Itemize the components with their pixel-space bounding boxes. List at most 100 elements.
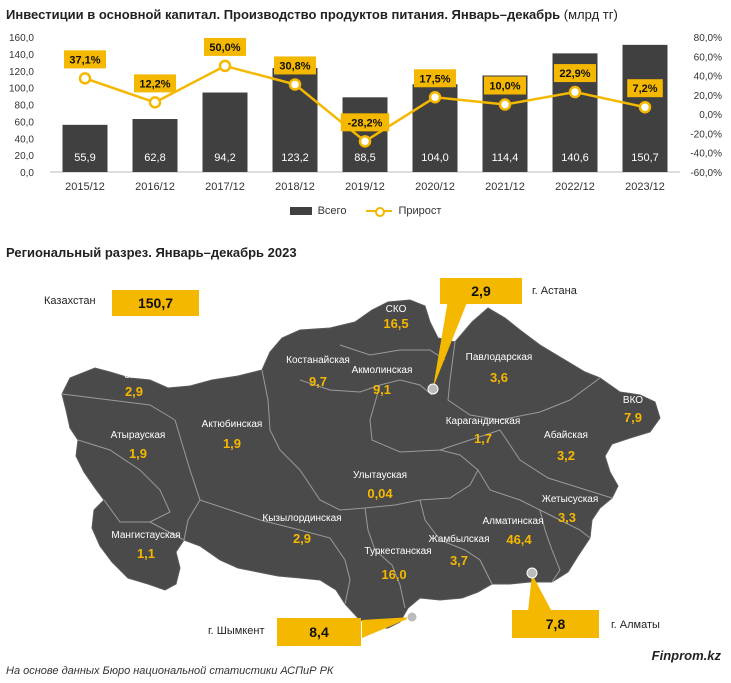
region-name-pavlodar: Павлодарская xyxy=(466,352,533,363)
region-name-mangystau: Мангистауская xyxy=(111,530,180,541)
line-point xyxy=(218,59,232,73)
bar-data-label: 94,2 xyxy=(214,152,235,164)
region-borders xyxy=(61,341,613,609)
shymkent-value-box: 8,4 xyxy=(277,618,361,646)
border-abai xyxy=(499,429,613,499)
line-label-box xyxy=(274,56,316,75)
region-value-karaganda: 1,7 xyxy=(474,431,492,446)
region-value-kostanay: 9,7 xyxy=(309,374,327,389)
line-point xyxy=(78,72,92,85)
line-point xyxy=(428,91,442,104)
region-name-zhetysu: Жетысуская xyxy=(542,494,599,505)
brand-logo: Finprom.kz xyxy=(651,648,721,663)
astana-pointer xyxy=(433,300,468,388)
legend-item-total: Всего xyxy=(289,205,346,217)
city-pointers xyxy=(362,300,552,638)
region-value-mangystau: 1,1 xyxy=(137,546,155,561)
bar-data-label: 114,4 xyxy=(492,152,519,164)
y-left-tick-label: 160,0 xyxy=(9,33,34,44)
region-value-zko: 2,9 xyxy=(125,384,143,399)
border-pavlodar xyxy=(447,341,501,421)
map-body xyxy=(61,299,661,629)
region-value-aktobe: 1,9 xyxy=(223,436,241,451)
bar xyxy=(62,124,108,172)
region-value-sko: 16,5 xyxy=(383,316,408,331)
line-point xyxy=(638,100,652,114)
bar-data-label: 123,2 xyxy=(281,152,309,164)
border-atyrau xyxy=(77,439,171,523)
region-name-kyzylorda: Кызылординская xyxy=(262,513,341,524)
bar-data-label: 140,6 xyxy=(561,152,589,164)
chart-legend: Всего Прирост xyxy=(0,205,731,217)
border-zhambyl xyxy=(419,499,493,585)
region-name-karaganda: Карагандинская xyxy=(446,416,521,427)
astana-label: г. Астана xyxy=(532,285,577,297)
line-point xyxy=(498,98,512,111)
y-right-tick-label: 60,0% xyxy=(694,52,722,63)
line-point xyxy=(148,96,162,109)
y-right-tick-label: 40,0% xyxy=(694,72,722,83)
line-label-box xyxy=(554,64,596,83)
shymkent-pointer xyxy=(362,617,412,638)
x-tick-label: 2020/12 xyxy=(415,181,455,193)
astana-marker xyxy=(427,383,439,395)
region-value-turkestan: 16,0 xyxy=(381,567,406,582)
line-data-label: -28,2% xyxy=(348,117,383,129)
line-data-label: 12,2% xyxy=(139,78,170,90)
line-label-box xyxy=(484,76,526,95)
legend-swatch-bar xyxy=(289,207,312,215)
border-zko xyxy=(61,393,176,421)
line-label-box xyxy=(64,50,106,69)
region-name-zhambyl: Жамбылская xyxy=(429,533,490,545)
region-value-akmola: 9,1 xyxy=(373,382,391,397)
y-left-tick-label: 40,0 xyxy=(15,134,35,145)
line-label-box xyxy=(340,113,390,132)
y-left-tick-label: 20,0 xyxy=(15,151,35,162)
y-right-tick-label: 20,0% xyxy=(694,91,722,102)
region-name-abai: Абайская xyxy=(544,429,588,441)
region-name-akmola: Акмолинская xyxy=(352,365,413,376)
line-data-label: 50,0% xyxy=(209,42,240,54)
border-kyzylorda xyxy=(199,499,351,605)
x-tick-label: 2021/12 xyxy=(485,181,525,193)
bar xyxy=(132,119,178,172)
region-value-ulytau: 0,04 xyxy=(367,486,393,501)
x-tick-label: 2018/12 xyxy=(275,181,315,193)
y-right-tick-label: 0,0% xyxy=(699,110,722,121)
line-label-box xyxy=(414,69,456,88)
line-label-box xyxy=(627,79,663,98)
region-value-almaty: 46,4 xyxy=(506,532,532,547)
y-right-tick-label: -20,0% xyxy=(690,129,722,140)
region-name-aktobe: Актюбинская xyxy=(202,418,263,430)
shymkent-marker xyxy=(406,611,418,623)
region-value-abai: 3,2 xyxy=(557,448,575,463)
line-data-label: 22,9% xyxy=(559,68,590,80)
region-value-atyrau: 1,9 xyxy=(129,446,147,461)
region-name-sko: СКО xyxy=(386,304,407,315)
border-sko xyxy=(339,344,446,361)
line-data-label: 7,2% xyxy=(632,83,657,95)
bar-data-label: 104,0 xyxy=(421,152,449,164)
legend-label-growth: Прирост xyxy=(398,205,442,217)
border-karaganda xyxy=(369,384,501,453)
region-name-vko: ВКО xyxy=(623,395,643,406)
combo-chart: 0,0 20,0 40,0 60,0 80,0 100,0 120,0 140,0 160,0 -… xyxy=(9,33,722,193)
legend-swatch-line xyxy=(366,207,393,217)
region-name-ulytau: Улытауская xyxy=(353,470,407,481)
border-turkestan xyxy=(364,507,406,609)
y-left-tick-label: 100,0 xyxy=(9,84,34,95)
x-tick-label: 2022/12 xyxy=(555,181,595,193)
y-left-tick-label: 60,0 xyxy=(15,117,35,128)
country-value-box: 150,7 xyxy=(112,290,199,316)
y-left-tick-label: 120,0 xyxy=(9,67,34,78)
shymkent-label: г. Шымкент xyxy=(208,625,265,637)
region-name-almaty: Алматинская xyxy=(483,516,544,527)
line-data-label: 10,0% xyxy=(489,81,520,93)
border-zhetysu xyxy=(539,509,561,583)
chart-title: Инвестиции в основной капитал. Производс… xyxy=(6,7,618,22)
x-tick-label: 2017/12 xyxy=(205,181,245,193)
x-tick-label: 2023/12 xyxy=(625,181,665,193)
y-right-tick-label: -60,0% xyxy=(690,168,722,179)
almaty-pointer xyxy=(528,574,552,612)
